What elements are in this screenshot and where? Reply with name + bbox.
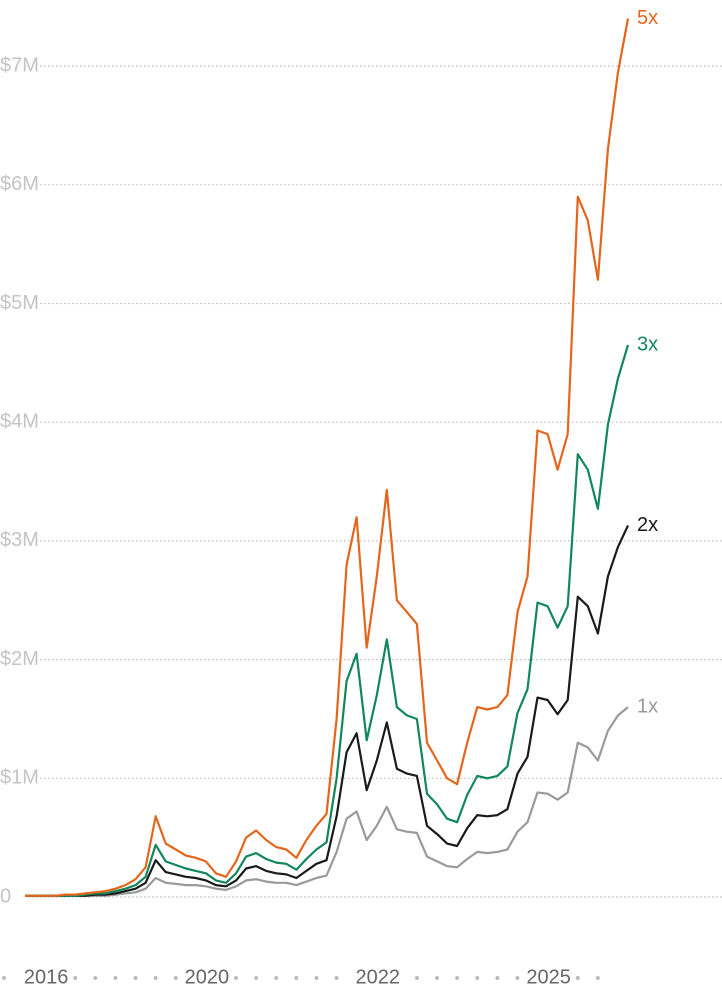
series-line (25, 706, 629, 897)
axis-dot (455, 976, 460, 980)
axis-dot (133, 976, 138, 980)
axis-dot (294, 976, 299, 980)
y-tick-label: $2M (0, 648, 39, 670)
axis-dot (475, 976, 480, 980)
series-label: 1x (637, 695, 658, 717)
x-tick-label: 2025 (526, 966, 571, 988)
axis-dot (254, 976, 259, 980)
axis-dot (334, 976, 339, 980)
x-tick-label: 2016 (24, 966, 69, 988)
axis-dot (93, 976, 98, 980)
axis-dot (113, 976, 118, 980)
series-line (25, 344, 630, 897)
axis-dot (515, 976, 520, 980)
axis-dot (2, 976, 6, 980)
axis-dot (575, 976, 580, 980)
axis-dot (595, 976, 600, 980)
axis-dot (234, 976, 239, 980)
y-tick-label: $7M (0, 54, 39, 76)
series-line (25, 525, 629, 897)
axis-dot (274, 976, 279, 980)
x-tick-label: 2020 (185, 966, 230, 988)
y-tick-label: $1M (0, 767, 39, 789)
y-tick-label: $6M (0, 173, 39, 195)
axis-dot (314, 976, 319, 980)
series-label: 2x (637, 514, 658, 536)
series-label: 5x (637, 7, 658, 29)
axis-dot (73, 976, 78, 980)
axis-dot (414, 976, 419, 980)
axis-dot (153, 976, 158, 980)
y-tick-label: 0 (0, 885, 11, 907)
series-line (25, 18, 630, 897)
y-tick-label: $5M (0, 292, 39, 314)
series-label: 3x (637, 333, 658, 355)
x-tick-label: 2022 (356, 966, 401, 988)
y-tick-label: $4M (0, 410, 39, 432)
axis-dot (435, 976, 440, 980)
y-tick-label: $3M (0, 529, 39, 551)
axis-dot (173, 976, 178, 980)
axis-dot (495, 976, 500, 980)
